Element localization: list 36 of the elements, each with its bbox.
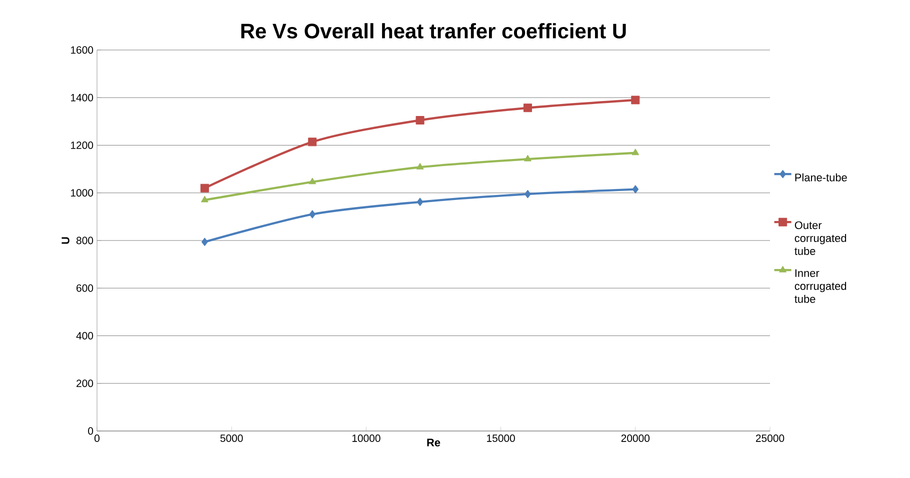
y-tick-label: 1000 <box>71 189 94 197</box>
y-tick-label: 1600 <box>71 46 94 54</box>
x-tick-label: 5000 <box>220 434 243 442</box>
point <box>201 238 208 246</box>
point <box>200 184 209 192</box>
point <box>632 185 639 194</box>
x-tick-label: 0 <box>94 434 100 442</box>
point <box>631 96 640 104</box>
y-tick-label: 0 <box>88 427 94 435</box>
point <box>416 198 424 206</box>
point <box>416 116 424 124</box>
legend-label: Outer corrugated tube <box>794 221 846 255</box>
y-tick-label: 800 <box>76 236 94 244</box>
point <box>524 154 532 162</box>
point <box>308 138 317 146</box>
point <box>632 148 640 156</box>
x-tick-label: 10000 <box>352 434 380 442</box>
point <box>200 196 208 202</box>
x-axis-title: Re <box>427 438 440 446</box>
point <box>416 162 424 170</box>
y-tick-label: 200 <box>76 380 94 388</box>
x-tick-label: 25000 <box>756 434 784 442</box>
point <box>524 190 531 198</box>
y-tick-label: 600 <box>76 284 94 292</box>
y-tick-label: 1200 <box>71 142 94 149</box>
x-tick-label: 20000 <box>621 434 650 442</box>
point <box>309 210 316 219</box>
x-tick-label: 15000 <box>487 434 515 442</box>
y-tick-label: 400 <box>76 332 94 340</box>
point <box>308 178 316 184</box>
chart-title: Re Vs Overall heat tranfer coefficient U <box>241 23 626 38</box>
point <box>523 104 532 112</box>
y-axis-title: U <box>62 237 70 244</box>
legend-label: Plane-tube <box>795 173 847 182</box>
legend-label: Inner corrugated tube <box>794 269 846 303</box>
y-tick-label: 1400 <box>71 94 94 102</box>
